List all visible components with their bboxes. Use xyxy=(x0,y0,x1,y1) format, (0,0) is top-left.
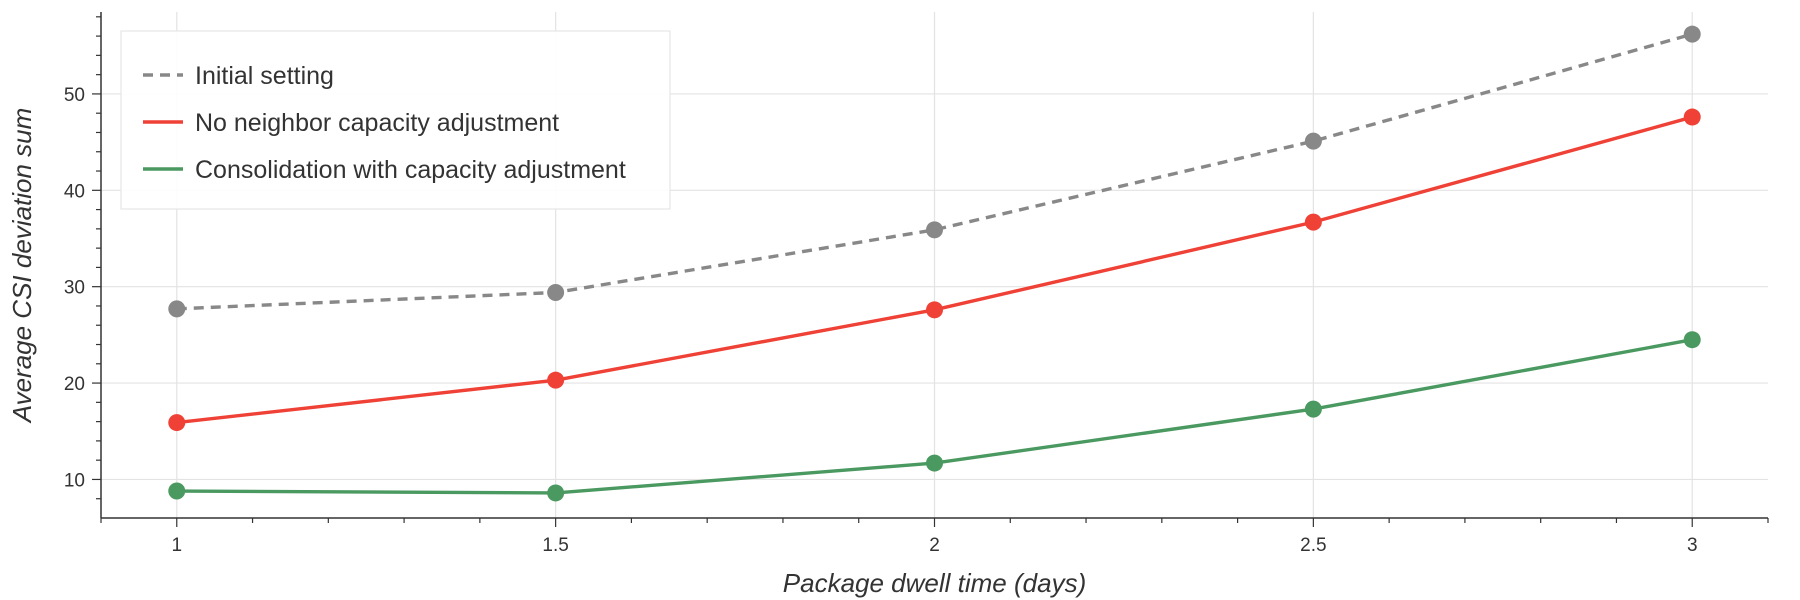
series-1 xyxy=(168,25,1701,318)
data-point xyxy=(1683,25,1701,43)
data-point xyxy=(168,300,186,318)
legend-label: No neighbor capacity adjustment xyxy=(195,109,559,137)
legend-label: Consolidation with capacity adjustment xyxy=(195,156,626,184)
legend-item: No neighbor capacity adjustment xyxy=(143,109,559,137)
data-point xyxy=(926,301,943,319)
series-3 xyxy=(168,331,1701,502)
grid xyxy=(101,12,1768,518)
x-tick-label: 3 xyxy=(1687,535,1698,556)
x-tick-label: 1.5 xyxy=(542,535,568,556)
series-2 xyxy=(168,108,1701,432)
data-point xyxy=(1683,331,1701,349)
legend-item: Initial setting xyxy=(143,62,334,90)
legend-box xyxy=(120,30,671,210)
data-point xyxy=(1304,132,1322,150)
x-tick-label: 2 xyxy=(929,535,940,556)
data-point xyxy=(168,414,186,432)
data-point xyxy=(547,484,565,502)
y-tick-label: 40 xyxy=(64,181,85,202)
legend-item: Consolidation with capacity adjustment xyxy=(143,156,626,184)
data-point xyxy=(168,482,186,500)
y-tick-label: 30 xyxy=(64,278,85,299)
y-axis-title: Average CSI deviation sum xyxy=(7,108,37,425)
y-tick-label: 50 xyxy=(64,85,85,106)
x-axis-title: Package dwell time (days) xyxy=(783,568,1086,598)
y-tick-label: 20 xyxy=(64,374,85,395)
data-point xyxy=(1304,213,1322,231)
series xyxy=(168,25,1701,502)
data-point xyxy=(1304,400,1322,418)
axes: 10 20 30 40 50 1 1.5 2 2.5 3 xyxy=(64,12,1769,556)
x-tick-label: 1 xyxy=(171,535,182,556)
legend-label: Initial setting xyxy=(195,62,334,90)
legend: Initial setting No neighbor capacity adju… xyxy=(120,30,671,210)
series-line xyxy=(176,32,1693,311)
data-point xyxy=(1683,108,1701,126)
y-tick-label: 10 xyxy=(64,470,85,491)
data-point xyxy=(926,221,943,239)
data-point xyxy=(547,283,565,301)
x-tick-label: 2.5 xyxy=(1300,535,1326,556)
data-point xyxy=(926,454,943,472)
data-point xyxy=(547,371,565,389)
